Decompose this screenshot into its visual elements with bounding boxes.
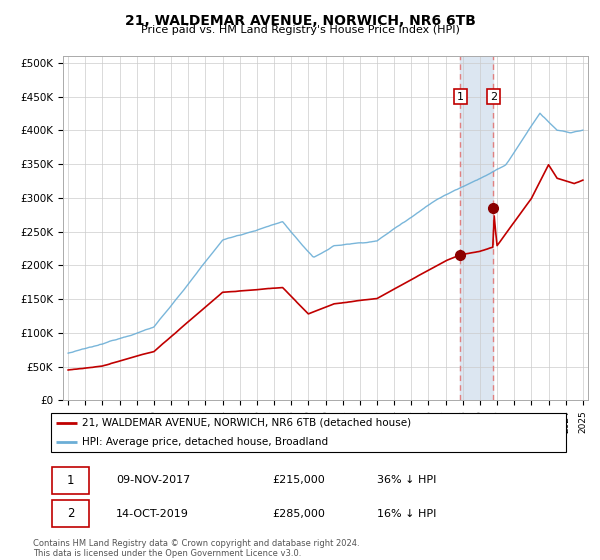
FancyBboxPatch shape bbox=[52, 467, 89, 494]
Text: £215,000: £215,000 bbox=[272, 475, 325, 486]
Text: £285,000: £285,000 bbox=[272, 508, 325, 519]
Text: 2: 2 bbox=[67, 507, 74, 520]
Text: 1: 1 bbox=[67, 474, 74, 487]
Bar bbox=[460, 56, 493, 400]
Text: 16% ↓ HPI: 16% ↓ HPI bbox=[377, 508, 436, 519]
Text: Contains HM Land Registry data © Crown copyright and database right 2024.
This d: Contains HM Land Registry data © Crown c… bbox=[33, 539, 359, 558]
Text: 21, WALDEMAR AVENUE, NORWICH, NR6 6TB (detached house): 21, WALDEMAR AVENUE, NORWICH, NR6 6TB (d… bbox=[82, 418, 411, 428]
Text: 14-OCT-2019: 14-OCT-2019 bbox=[116, 508, 189, 519]
Text: 1: 1 bbox=[457, 91, 464, 101]
Text: 36% ↓ HPI: 36% ↓ HPI bbox=[377, 475, 436, 486]
Text: Price paid vs. HM Land Registry's House Price Index (HPI): Price paid vs. HM Land Registry's House … bbox=[140, 25, 460, 35]
FancyBboxPatch shape bbox=[50, 413, 566, 452]
Text: 21, WALDEMAR AVENUE, NORWICH, NR6 6TB: 21, WALDEMAR AVENUE, NORWICH, NR6 6TB bbox=[125, 14, 475, 28]
Text: HPI: Average price, detached house, Broadland: HPI: Average price, detached house, Broa… bbox=[82, 437, 328, 447]
FancyBboxPatch shape bbox=[52, 500, 89, 528]
Text: 09-NOV-2017: 09-NOV-2017 bbox=[116, 475, 190, 486]
Text: 2: 2 bbox=[490, 91, 497, 101]
